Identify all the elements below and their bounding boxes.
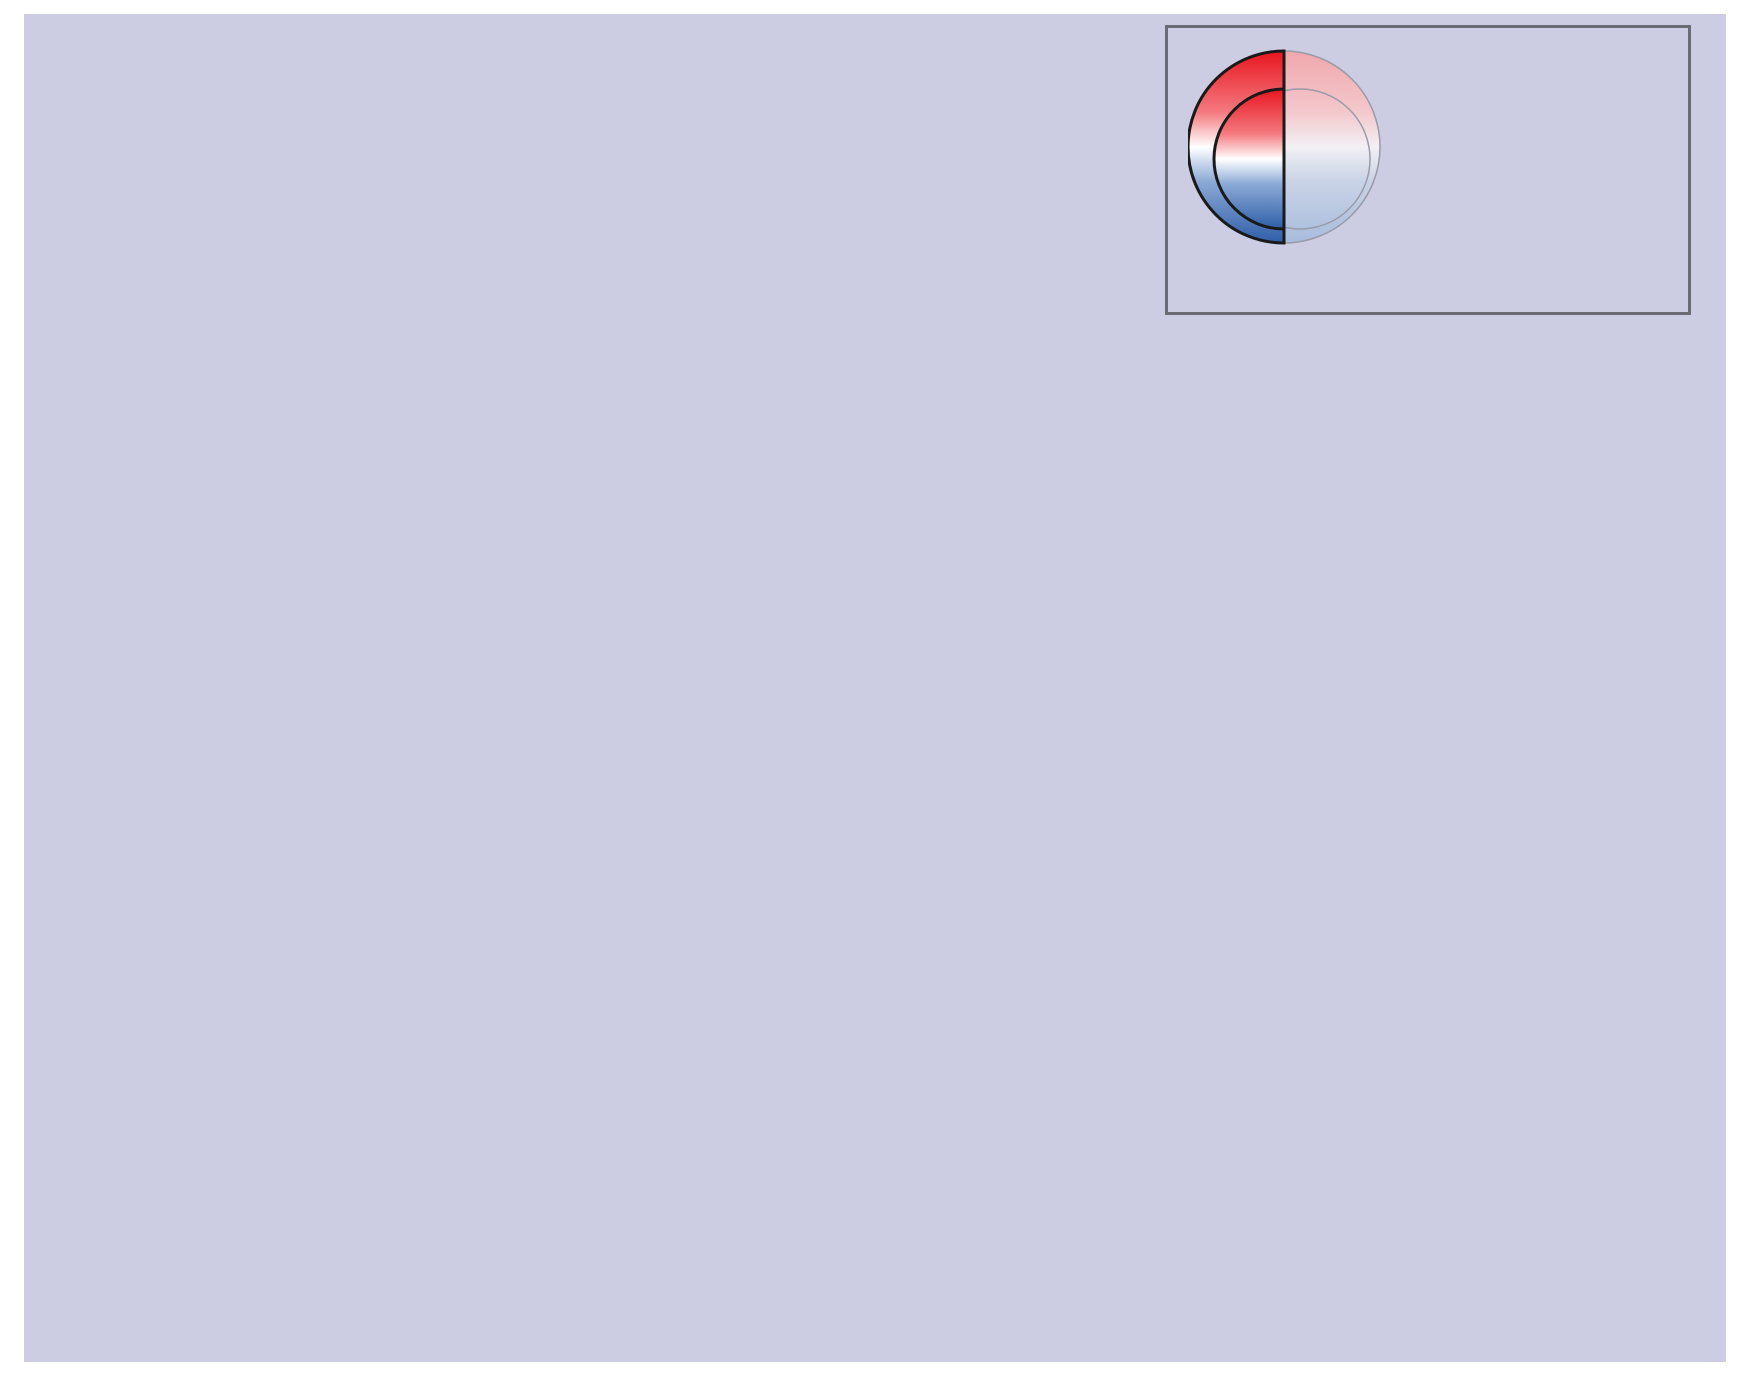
legend-panel <box>1165 25 1691 315</box>
legend-color-key <box>1188 49 1381 245</box>
legend-row-down-24 <box>1289 209 1369 374</box>
network-canvas <box>24 14 1726 1362</box>
